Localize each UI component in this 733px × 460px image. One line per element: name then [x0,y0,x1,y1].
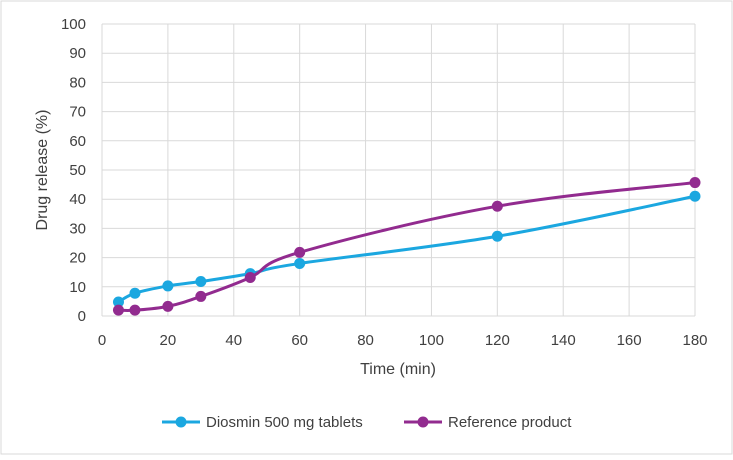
data-point [689,190,701,202]
y-tick-label: 40 [69,191,86,208]
y-tick-label: 90 [69,45,86,62]
y-tick-label: 100 [61,16,86,33]
data-point [129,287,141,299]
series-line [116,181,697,312]
x-tick-label: 160 [617,332,642,349]
data-point [162,300,174,312]
y-tick-label: 30 [69,220,86,237]
legend-item: Diosmin 500 mg tablets [162,414,363,431]
y-tick-label: 10 [69,279,86,296]
data-point [112,296,124,308]
x-axis-title: Time (min) [360,361,436,378]
legend-label: Diosmin 500 mg tablets [206,414,363,431]
data-point [689,177,701,189]
data-point [244,271,256,283]
data-point [195,290,207,302]
x-tick-label: 0 [98,332,106,349]
legend: Diosmin 500 mg tablets Reference product [162,414,572,431]
data-point [294,257,306,269]
y-tick-label: 70 [69,104,86,121]
y-tick-label: 20 [69,250,86,267]
data-point [129,304,141,316]
y-tick-label: 60 [69,133,86,150]
y-tick-label: 80 [69,74,86,91]
legend-marker [175,416,187,428]
data-point [195,276,207,288]
data-point [112,304,124,316]
legend-item: Reference product [404,414,572,431]
data-point [491,200,503,212]
x-tick-label: 180 [682,332,707,349]
axes: 0 10 20 30 40 50 60 70 80 90 100 0 20 40 60 80 100 120 140… [61,16,708,349]
data-point [162,280,174,292]
y-axis-title: Drug release (%) [34,110,51,231]
x-tick-label: 20 [160,332,177,349]
x-tick-label: 140 [551,332,576,349]
legend-marker [417,416,429,428]
legend-label: Reference product [448,414,572,431]
x-tick-label: 100 [419,332,444,349]
series-2 [112,177,701,316]
x-tick-label: 60 [291,332,308,349]
series-layer [112,177,701,316]
x-tick-label: 40 [225,332,242,349]
y-tick-label: 50 [69,162,86,179]
x-tick-label: 80 [357,332,374,349]
data-point [294,246,306,258]
gridlines [101,23,696,317]
y-tick-label: 0 [78,308,86,325]
data-point [491,230,503,242]
x-tick-label: 120 [485,332,510,349]
